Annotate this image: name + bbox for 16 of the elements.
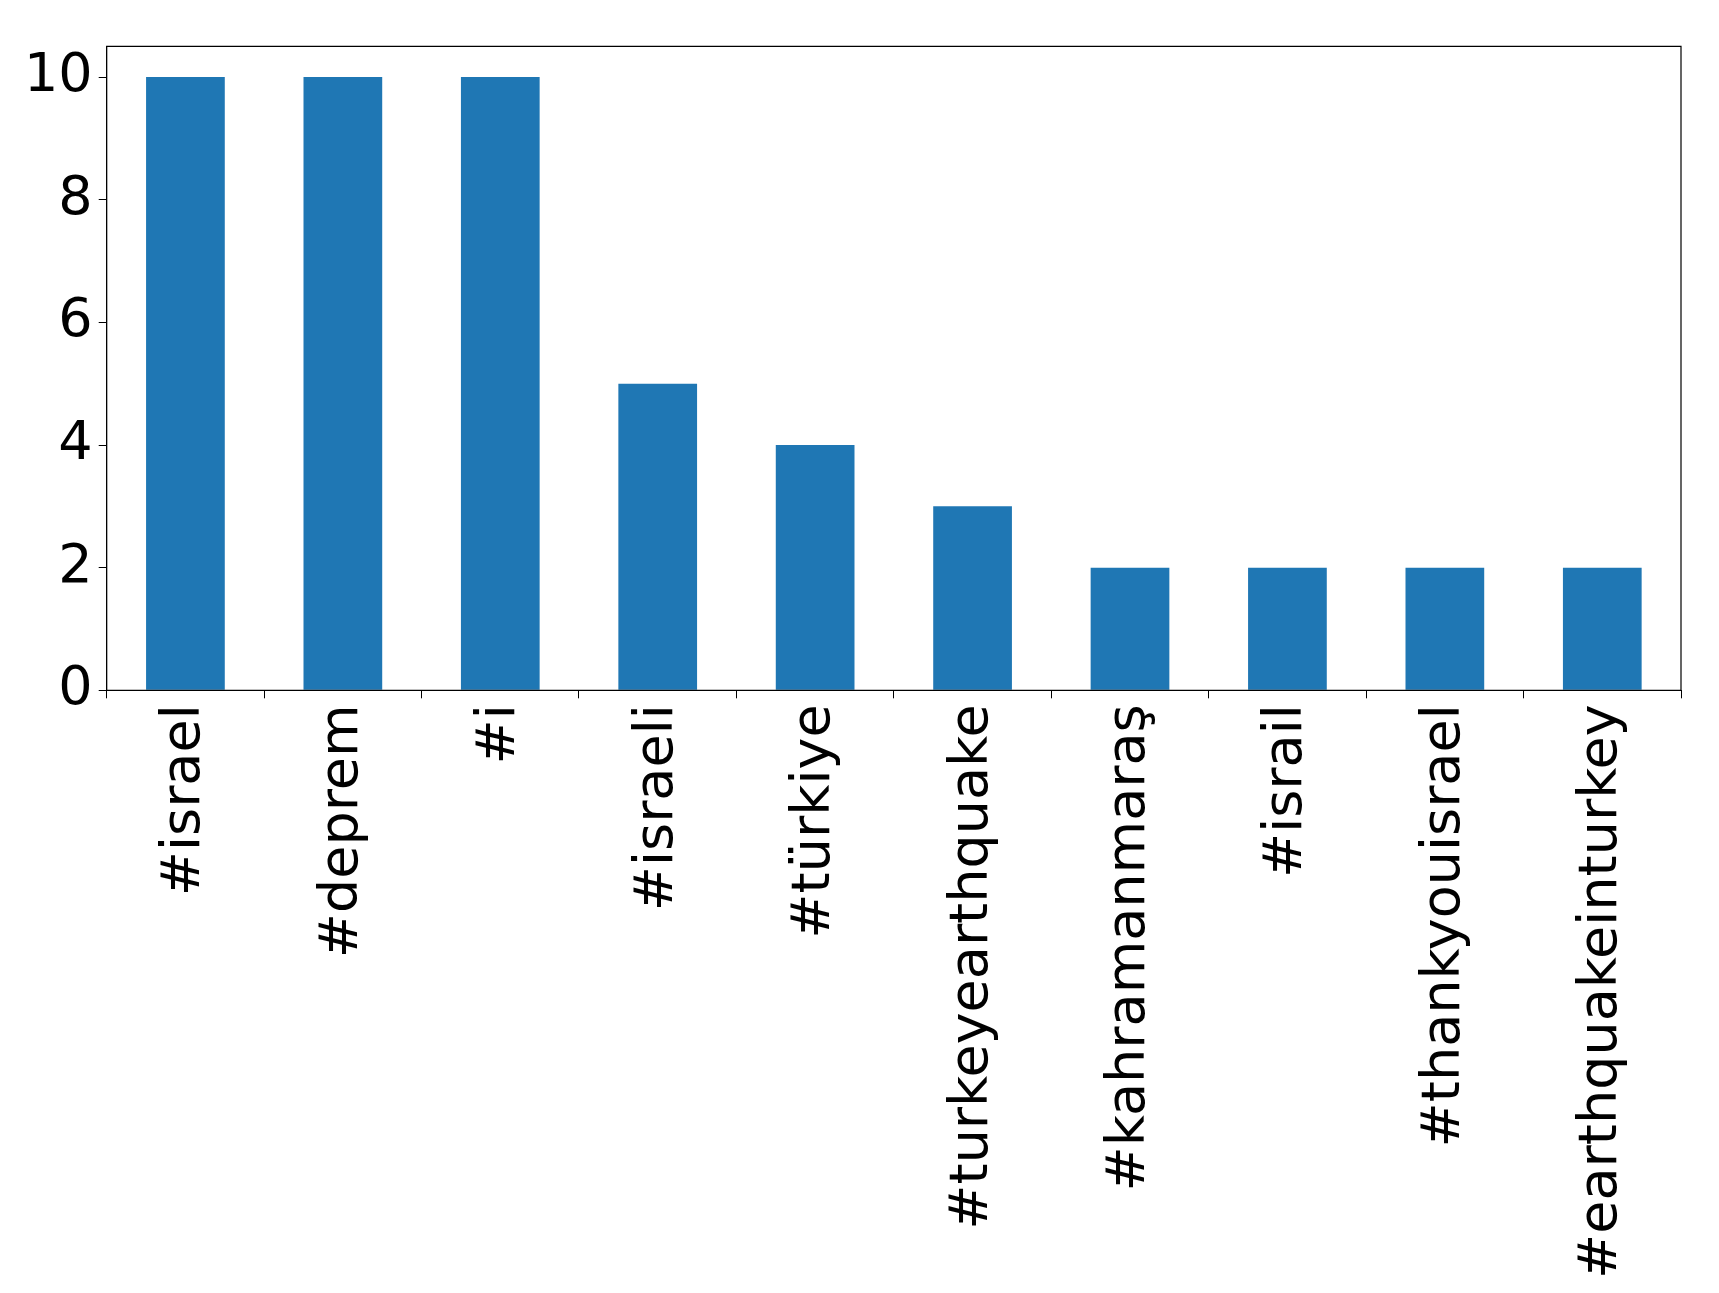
x-tick-label: #i	[464, 704, 528, 765]
y-tick-label: 2	[58, 531, 93, 595]
x-tick-label: #thankyouisrael	[1408, 704, 1472, 1148]
y-tick-label: 0	[58, 654, 93, 718]
x-tick-label: #türkiye	[779, 704, 843, 939]
y-tick-label: 6	[58, 286, 93, 350]
y-tick-label: 8	[58, 163, 93, 227]
y-tick-label: 10	[23, 41, 93, 105]
x-tick-label: #israeli	[621, 704, 685, 912]
x-tick-label: #turkeyearthquake	[936, 704, 1000, 1230]
x-tick-label: #kahramanmaraş	[1094, 704, 1158, 1192]
x-tick-label: #earthquakeinturkey	[1566, 704, 1630, 1280]
x-tick-label: #israel	[149, 704, 213, 897]
y-tick-label: 4	[58, 409, 93, 473]
x-tick-label: #israil	[1251, 704, 1315, 879]
x-tick-label: #deprem	[306, 704, 370, 959]
